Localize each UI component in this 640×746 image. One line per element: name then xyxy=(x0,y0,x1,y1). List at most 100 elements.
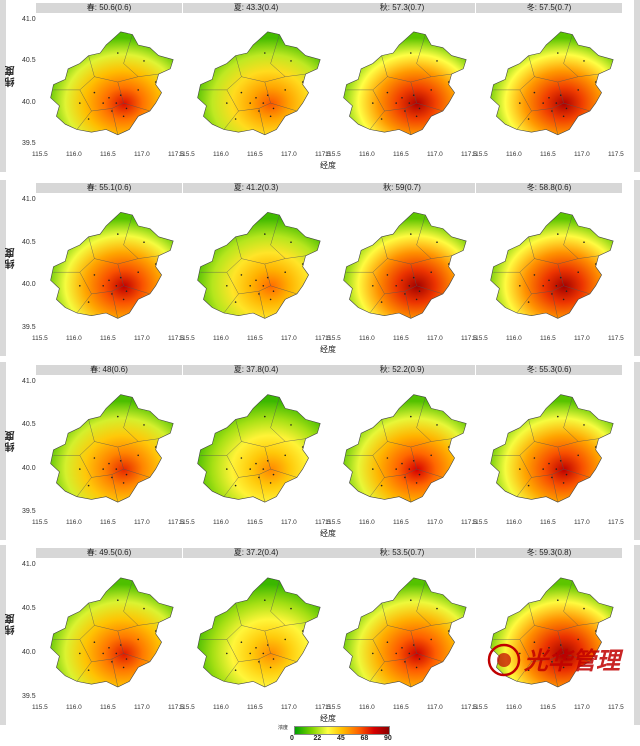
monitoring-station xyxy=(111,110,113,112)
monitoring-station xyxy=(269,666,272,669)
monitoring-station xyxy=(557,599,559,601)
monitoring-station xyxy=(234,301,237,303)
monitoring-station xyxy=(386,274,389,276)
monitoring-station xyxy=(258,476,260,479)
monitoring-station xyxy=(115,285,118,287)
monitoring-station xyxy=(551,293,553,295)
monitoring-station xyxy=(519,652,521,655)
monitoring-station xyxy=(108,647,110,649)
x-tick-label: 116.5 xyxy=(100,151,116,158)
monitoring-station xyxy=(125,107,128,110)
heatmap-panel xyxy=(490,577,614,688)
district-boundary xyxy=(111,658,118,688)
monitoring-station xyxy=(542,468,544,470)
monitoring-station xyxy=(404,110,406,112)
x-tick-label: 116.0 xyxy=(506,704,522,711)
monitoring-station xyxy=(415,115,418,118)
monitoring-station xyxy=(555,468,558,470)
legend-color-bar xyxy=(294,726,390,735)
district-boundary xyxy=(346,419,388,456)
monitoring-station xyxy=(255,462,257,465)
x-tick-label: 117.5 xyxy=(168,151,184,158)
monitoring-station xyxy=(447,630,450,632)
heat-region xyxy=(343,211,467,319)
y-tick-label: 40.0 xyxy=(22,281,36,289)
district-boundary xyxy=(346,236,388,273)
monitoring-station xyxy=(436,607,438,610)
district-boundary xyxy=(111,108,118,135)
monitoring-station xyxy=(154,630,157,632)
monitoring-station xyxy=(262,468,265,470)
chart-row: 纬度 41.0 40.5 40.0 39.5 春: 50.6(0.6) 115.5 116.0… xyxy=(0,0,640,172)
x-tick-label: 116.5 xyxy=(540,151,556,158)
monitoring-station xyxy=(266,276,269,279)
district-boundary xyxy=(270,34,306,77)
y-tick-label: 39.5 xyxy=(22,508,36,515)
monitoring-station xyxy=(111,661,113,663)
monitoring-station xyxy=(559,94,562,96)
y-tick-label: 41.0 xyxy=(22,196,36,203)
monitoring-station xyxy=(562,115,565,118)
district-boundary xyxy=(534,76,579,83)
row-frame xyxy=(0,545,6,725)
logo-seal-ring xyxy=(487,643,521,677)
monitoring-station xyxy=(272,107,275,110)
x-tick-label: 117.0 xyxy=(281,519,297,526)
panel-strip-label: 夏: 41.2(0.3) xyxy=(183,183,329,193)
monitoring-station xyxy=(380,484,383,487)
district-boundary xyxy=(534,625,579,632)
y-tick-label: 40.5 xyxy=(22,57,36,65)
district-boundary xyxy=(238,102,271,112)
monitoring-station xyxy=(418,107,421,110)
district-boundary xyxy=(264,446,297,478)
monitoring-station xyxy=(372,102,374,104)
district-boundary xyxy=(387,625,432,632)
heat-region xyxy=(197,31,321,136)
district-boundary xyxy=(416,580,452,626)
monitoring-station xyxy=(301,630,304,632)
monitoring-station xyxy=(519,285,521,287)
monitoring-station xyxy=(408,285,411,287)
monitoring-station xyxy=(557,415,559,418)
heat-region xyxy=(490,31,614,136)
heatmap-panel xyxy=(50,577,174,688)
panel-strip-label: 春: 55.1(0.6) xyxy=(36,183,182,193)
monitoring-station xyxy=(125,290,128,292)
panel-strip-label: 秋: 59(0.7) xyxy=(329,183,475,193)
monitoring-station xyxy=(226,468,228,470)
y-axis-label: 纬度 xyxy=(6,65,17,88)
x-tick-label: 116.5 xyxy=(393,704,409,711)
monitoring-station xyxy=(401,97,403,99)
x-tick-label: 117.0 xyxy=(574,335,590,342)
x-tick-label: 116.0 xyxy=(359,151,375,158)
district-boundary xyxy=(117,263,150,295)
district-boundary xyxy=(493,236,535,273)
monitoring-station xyxy=(301,446,304,448)
monitoring-station xyxy=(117,233,119,235)
heat-region xyxy=(490,211,614,319)
district-boundary xyxy=(264,263,297,295)
monitoring-station xyxy=(401,647,403,649)
monitoring-station xyxy=(577,271,579,273)
monitoring-station xyxy=(555,102,558,104)
heat-region xyxy=(50,31,174,136)
y-tick-label: 40.5 xyxy=(22,238,36,246)
monitoring-station xyxy=(272,658,275,660)
x-tick-label: 116.5 xyxy=(393,335,409,342)
monitoring-station xyxy=(226,652,228,655)
monitoring-station xyxy=(447,81,450,83)
monitoring-station xyxy=(430,454,432,457)
district-boundary xyxy=(258,108,265,135)
y-tick-label: 40.0 xyxy=(22,464,36,472)
color-legend: 浓度 0 22 45 68 90 xyxy=(272,724,392,746)
monitoring-station xyxy=(93,457,96,459)
monitoring-station xyxy=(119,94,122,96)
monitoring-station xyxy=(418,658,421,660)
district-boundary xyxy=(258,474,265,503)
logo-text: 光华管理 xyxy=(523,646,624,675)
monitoring-station xyxy=(249,652,251,655)
monitoring-station xyxy=(102,468,104,470)
monitoring-station xyxy=(272,473,275,476)
district-boundary xyxy=(387,258,432,265)
heatmap-panel xyxy=(50,211,174,319)
